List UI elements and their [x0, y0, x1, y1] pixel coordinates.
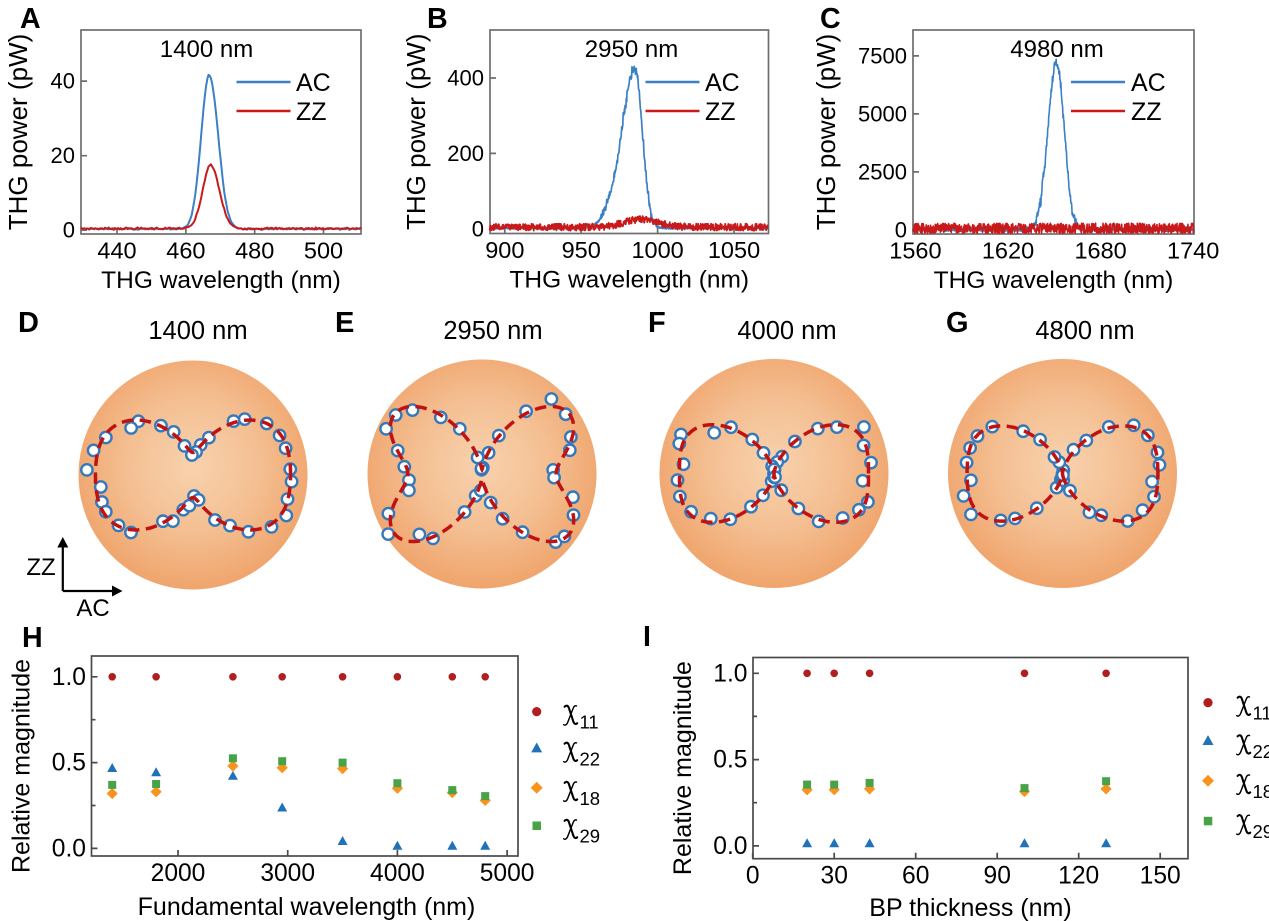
svg-text:1400 nm: 1400 nm: [160, 36, 253, 63]
svg-text:BP thickness (nm): BP thickness (nm): [869, 894, 1071, 921]
svg-text:Fundamental wavelength (nm): Fundamental wavelength (nm): [138, 893, 476, 921]
svg-text:1620: 1620: [982, 238, 1034, 264]
svg-text:400: 400: [447, 66, 484, 91]
svg-text:4800 nm: 4800 nm: [1035, 317, 1134, 345]
svg-text:0.0: 0.0: [713, 833, 747, 860]
svg-text:G: G: [946, 307, 969, 339]
svg-text:20: 20: [51, 143, 75, 168]
svg-text:120: 120: [1058, 863, 1099, 890]
svg-text:I: I: [643, 621, 651, 653]
svg-text:0.5: 0.5: [713, 747, 747, 774]
svg-text:11: 11: [1253, 703, 1269, 724]
svg-text:1.0: 1.0: [713, 660, 747, 687]
svg-text:F: F: [648, 307, 666, 339]
svg-text:60: 60: [902, 863, 929, 890]
svg-text:29: 29: [580, 826, 601, 847]
svg-text:150: 150: [1140, 863, 1181, 890]
svg-text:0.5: 0.5: [52, 750, 86, 777]
svg-text:D: D: [18, 307, 39, 339]
svg-text:900: 900: [485, 237, 524, 263]
svg-text:1400 nm: 1400 nm: [148, 317, 247, 345]
svg-text:4980 nm: 4980 nm: [1010, 36, 1103, 63]
svg-text:22: 22: [580, 749, 601, 770]
svg-text:0: 0: [895, 217, 907, 242]
svg-text:18: 18: [580, 788, 601, 809]
svg-text:1740: 1740: [1167, 238, 1219, 264]
svg-text:1560: 1560: [889, 238, 941, 264]
svg-text:4000 nm: 4000 nm: [737, 317, 836, 345]
svg-text:THG power (pW): THG power (pW): [401, 34, 431, 230]
svg-text:THG power (pW): THG power (pW): [811, 34, 841, 230]
svg-text:A: A: [20, 3, 41, 35]
svg-text:E: E: [335, 307, 354, 339]
svg-text:480: 480: [235, 238, 274, 264]
svg-text:ZZ: ZZ: [26, 554, 55, 581]
svg-text:950: 950: [562, 237, 601, 263]
svg-text:ZZ: ZZ: [296, 98, 327, 126]
svg-text:Relative magnitude: Relative magnitude: [8, 659, 36, 873]
svg-text:40: 40: [51, 69, 75, 94]
svg-text:22: 22: [1253, 741, 1269, 762]
svg-text:AC: AC: [705, 69, 740, 97]
svg-text:2950 nm: 2950 nm: [443, 317, 542, 345]
svg-text:1.0: 1.0: [52, 664, 86, 691]
svg-text:1680: 1680: [1074, 238, 1126, 264]
svg-text:29: 29: [1253, 821, 1269, 842]
svg-text:AC: AC: [76, 595, 109, 622]
svg-text:18: 18: [1253, 781, 1269, 802]
svg-text:440: 440: [97, 238, 136, 264]
svg-text:C: C: [820, 3, 841, 35]
svg-text:11: 11: [580, 712, 599, 733]
svg-text:2000: 2000: [151, 860, 206, 887]
svg-text:THG wavelength (nm): THG wavelength (nm): [101, 267, 341, 294]
svg-text:500: 500: [304, 238, 343, 264]
svg-text:H: H: [22, 622, 43, 654]
svg-text:THG wavelength (nm): THG wavelength (nm): [509, 267, 749, 294]
svg-text:90: 90: [984, 863, 1011, 890]
svg-text:ZZ: ZZ: [705, 98, 736, 126]
svg-text:7500: 7500: [858, 43, 907, 68]
svg-text:AC: AC: [296, 69, 331, 97]
svg-text:5000: 5000: [480, 860, 535, 887]
svg-text:THG power (pW): THG power (pW): [3, 34, 33, 230]
svg-text:5000: 5000: [858, 101, 907, 126]
svg-text:1000: 1000: [631, 237, 683, 263]
svg-text:460: 460: [166, 238, 205, 264]
svg-text:B: B: [427, 3, 448, 35]
svg-text:2950 nm: 2950 nm: [585, 36, 678, 63]
svg-text:2500: 2500: [858, 159, 907, 184]
svg-text:0: 0: [63, 218, 75, 243]
svg-text:AC: AC: [1131, 69, 1166, 97]
svg-text:Relative magnitude: Relative magnitude: [669, 661, 697, 875]
svg-text:0: 0: [746, 863, 760, 890]
svg-text:200: 200: [447, 141, 484, 166]
svg-text:0: 0: [472, 216, 484, 241]
svg-text:30: 30: [821, 863, 848, 890]
svg-text:4000: 4000: [370, 860, 425, 887]
svg-text:0.0: 0.0: [52, 835, 86, 862]
svg-text:ZZ: ZZ: [1131, 98, 1162, 126]
svg-text:1050: 1050: [708, 237, 760, 263]
svg-text:3000: 3000: [260, 860, 315, 887]
svg-text:THG wavelength (nm): THG wavelength (nm): [934, 267, 1174, 294]
